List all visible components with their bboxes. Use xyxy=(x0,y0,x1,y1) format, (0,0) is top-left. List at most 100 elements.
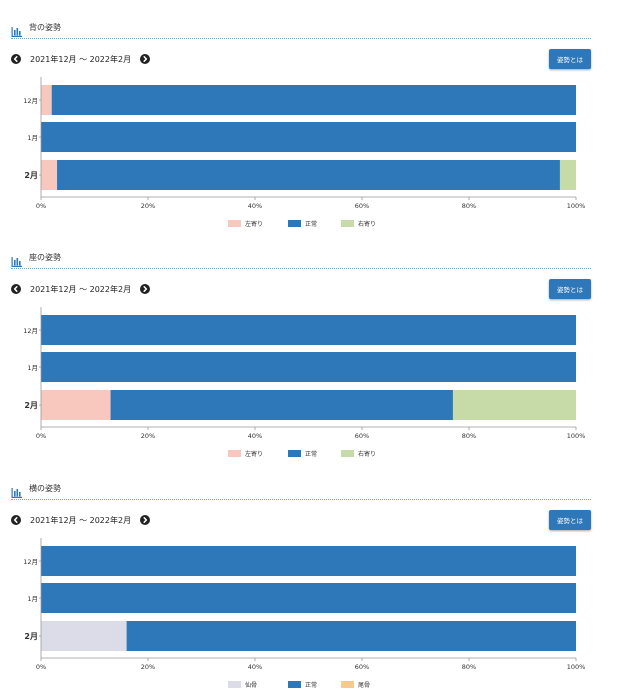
legend-item: 右寄り xyxy=(341,220,376,228)
prev-period-button[interactable] xyxy=(11,515,21,525)
bar-segment xyxy=(51,85,576,115)
x-tick-label: 80% xyxy=(462,202,476,210)
posture-section: 横の姿勢 2021年12月 〜 2022年2月 姿勢とは 12月 1月 2月 0% 20% 40… xyxy=(0,466,617,694)
bar-segment xyxy=(452,390,576,420)
bar-segment xyxy=(41,546,576,576)
x-tick-label: 60% xyxy=(355,432,369,440)
category-label: 2月 xyxy=(24,171,38,180)
section-title-text: 背の姿勢 xyxy=(29,22,61,32)
x-tick-label: 60% xyxy=(355,663,369,671)
posture-section: 座の姿勢 2021年12月 〜 2022年2月 姿勢とは 12月 1月 2月 0% 20% 40… xyxy=(0,235,617,463)
legend-swatch xyxy=(341,681,354,688)
x-tick-label: 0% xyxy=(36,663,46,671)
bar-segment xyxy=(41,583,576,613)
legend-label: 正常 xyxy=(305,220,317,228)
x-tick-label: 40% xyxy=(248,663,262,671)
chevron-left-icon xyxy=(13,517,18,523)
legend-item: 仙骨 xyxy=(228,681,257,689)
prev-period-button[interactable] xyxy=(11,54,21,64)
legend-label: 正常 xyxy=(305,681,317,689)
legend-label: 左寄り xyxy=(245,450,263,458)
bar-chart-icon xyxy=(11,483,22,498)
prev-period-button[interactable] xyxy=(11,284,21,294)
legend-item: 正常 xyxy=(288,450,317,458)
period-selector: 2021年12月 〜 2022年2月 xyxy=(11,53,151,65)
x-tick-label: 40% xyxy=(248,202,262,210)
period-text: 2021年12月 〜 2022年2月 xyxy=(30,54,132,64)
bar-segment xyxy=(41,315,576,345)
posture-section: 背の姿勢 2021年12月 〜 2022年2月 姿勢とは 12月 1月 2月 0% 20% 40… xyxy=(0,5,617,233)
next-period-button[interactable] xyxy=(140,284,151,294)
legend-label: 正常 xyxy=(305,450,317,458)
bar-segment xyxy=(559,160,576,190)
chevron-right-icon xyxy=(143,286,148,292)
category-label: 2月 xyxy=(24,632,38,641)
x-tick-label: 80% xyxy=(462,432,476,440)
x-tick-label: 20% xyxy=(141,202,155,210)
bar-segment xyxy=(41,352,576,382)
legend-item: 左寄り xyxy=(228,450,263,458)
section-title: 横の姿勢 xyxy=(11,480,61,498)
chevron-right-icon xyxy=(143,56,148,62)
legend-item: 正常 xyxy=(288,681,317,689)
bar-chart-icon xyxy=(11,22,22,37)
chevron-right-icon xyxy=(143,517,148,523)
x-tick-label: 40% xyxy=(248,432,262,440)
bar-segment xyxy=(41,122,576,152)
legend-swatch xyxy=(341,450,354,457)
category-label: 1月 xyxy=(27,595,38,603)
bar-segment xyxy=(41,85,52,115)
posture-info-button[interactable]: 姿勢とは xyxy=(549,279,591,299)
bar-segment xyxy=(110,390,453,420)
bar-segment xyxy=(41,390,111,420)
next-period-button[interactable] xyxy=(140,515,151,525)
x-tick-label: 0% xyxy=(36,432,46,440)
bar-segment xyxy=(126,621,576,651)
next-period-button[interactable] xyxy=(140,54,151,64)
legend-swatch xyxy=(341,220,354,227)
legend-label: 仙骨 xyxy=(245,681,257,689)
x-tick-label: 100% xyxy=(567,432,586,440)
category-label: 2月 xyxy=(24,401,38,410)
legend-item: 尾骨 xyxy=(341,681,370,689)
x-tick-label: 80% xyxy=(462,663,476,671)
section-divider xyxy=(11,499,591,500)
bar-segment xyxy=(57,160,560,190)
x-tick-label: 100% xyxy=(567,202,586,210)
legend-label: 右寄り xyxy=(358,450,376,458)
legend-swatch xyxy=(288,220,301,227)
category-label: 1月 xyxy=(27,364,38,372)
section-title: 背の姿勢 xyxy=(11,19,61,37)
legend-swatch xyxy=(288,681,301,688)
period-text: 2021年12月 〜 2022年2月 xyxy=(30,515,132,525)
section-divider xyxy=(11,268,591,269)
legend-swatch xyxy=(228,450,241,457)
section-title: 座の姿勢 xyxy=(11,249,61,267)
section-title-text: 横の姿勢 xyxy=(29,483,61,493)
legend-swatch xyxy=(288,450,301,457)
section-divider xyxy=(11,38,591,39)
category-label: 1月 xyxy=(27,134,38,142)
bar-segment xyxy=(41,160,58,190)
x-tick-label: 60% xyxy=(355,202,369,210)
stacked-bar-chart: 12月 1月 2月 0% 20% 40% 60% 80% 100% 左寄り 正常 右寄り xyxy=(23,77,586,228)
legend-label: 尾骨 xyxy=(358,682,370,689)
section-title-text: 座の姿勢 xyxy=(29,252,61,262)
period-selector: 2021年12月 〜 2022年2月 xyxy=(11,514,151,526)
period-selector: 2021年12月 〜 2022年2月 xyxy=(11,283,151,295)
category-label: 12月 xyxy=(23,97,38,105)
x-tick-label: 100% xyxy=(567,663,586,671)
posture-info-button[interactable]: 姿勢とは xyxy=(549,49,591,69)
legend-swatch xyxy=(228,681,241,688)
x-tick-label: 20% xyxy=(141,432,155,440)
bar-chart-icon xyxy=(11,252,22,267)
legend-item: 正常 xyxy=(288,220,317,228)
legend-item: 左寄り xyxy=(228,220,263,228)
category-label: 12月 xyxy=(23,558,38,566)
category-label: 12月 xyxy=(23,327,38,335)
chevron-left-icon xyxy=(13,56,18,62)
legend-item: 右寄り xyxy=(341,450,376,458)
stacked-bar-chart: 12月 1月 2月 0% 20% 40% 60% 80% 100% 仙骨 正常 尾骨 xyxy=(23,538,586,689)
posture-info-button[interactable]: 姿勢とは xyxy=(549,510,591,530)
x-tick-label: 20% xyxy=(141,663,155,671)
